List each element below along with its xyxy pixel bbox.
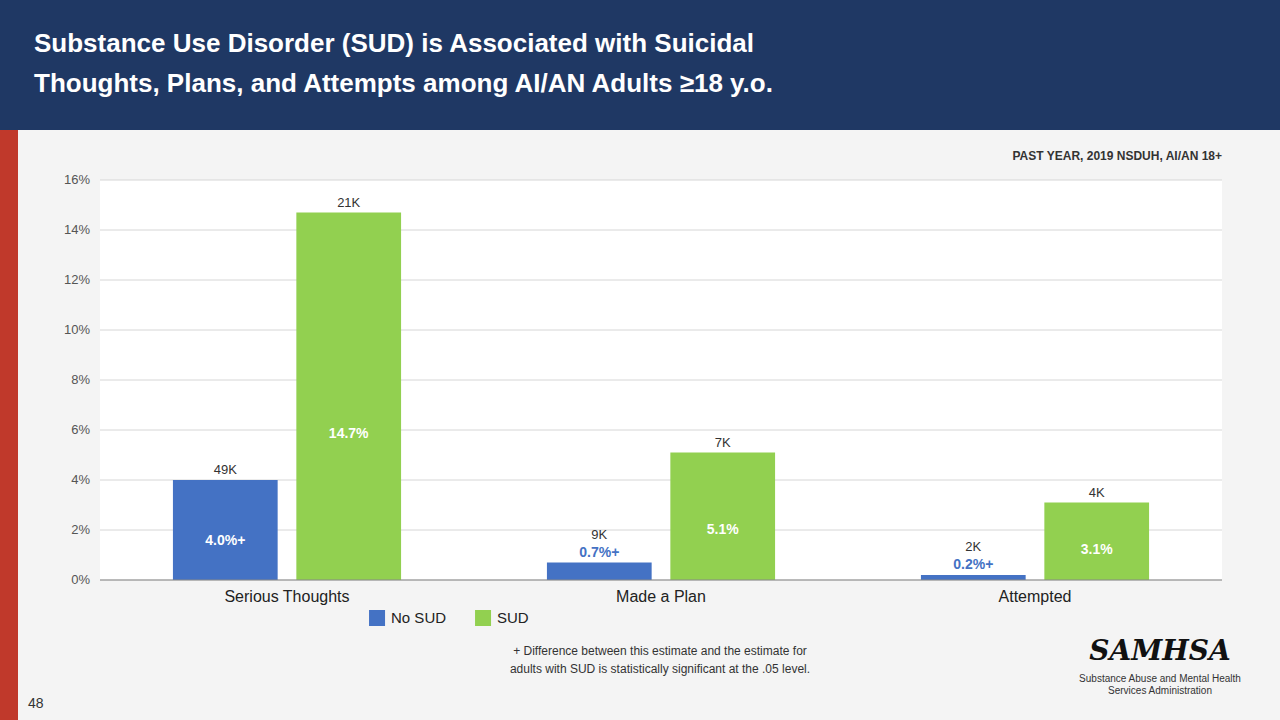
grid-line — [100, 180, 1222, 181]
bar — [1044, 503, 1149, 581]
legend-swatch — [475, 610, 491, 626]
text-line: Thoughts, Plans, and Attempts among AI/A… — [34, 68, 773, 98]
grid-line — [100, 280, 1222, 281]
value-label: 0.7%+ — [579, 544, 619, 560]
plot-background — [100, 180, 1222, 580]
legend: No SUD SUD — [369, 609, 529, 626]
y-tick-label: 10% — [64, 322, 90, 337]
page-number: 48 — [28, 695, 44, 711]
count-label: 49K — [214, 462, 237, 477]
x-tick-label: Attempted — [999, 588, 1072, 605]
legend-swatch — [369, 610, 385, 626]
title-banner — [0, 0, 1280, 130]
legend-label: SUD — [497, 609, 529, 626]
y-tick-label: 0% — [71, 572, 90, 587]
grid-line — [100, 580, 1222, 581]
title: Substance Use Disorder (SUD) is Associat… — [34, 28, 773, 98]
y-tick-label: 6% — [71, 422, 90, 437]
bars — [173, 213, 1149, 581]
grid-line — [100, 430, 1222, 431]
value-label: 4.0%+ — [205, 532, 245, 548]
bar — [921, 575, 1026, 580]
bar — [173, 480, 278, 580]
footnote: adults with SUD is statistically signifi… — [510, 662, 810, 676]
text-line: Services Administration — [1108, 685, 1212, 696]
count-label: 2K — [965, 539, 981, 554]
bar — [670, 453, 775, 581]
y-tick-label: 16% — [64, 172, 90, 187]
value-label: 14.7% — [329, 425, 369, 441]
text-line: Substance Use Disorder (SUD) is Associat… — [34, 28, 754, 58]
y-tick-label: 14% — [64, 222, 90, 237]
value-label: 5.1% — [707, 521, 739, 537]
y-tick-label: 12% — [64, 272, 90, 287]
count-label: 7K — [715, 435, 731, 450]
count-label: 4K — [1089, 485, 1105, 500]
logo-subtext: Substance Abuse and Mental HealthService… — [1079, 673, 1241, 696]
grid — [100, 180, 1222, 580]
count-label: 21K — [337, 195, 360, 210]
x-tick-label: Made a Plan — [616, 588, 706, 605]
logo-text: SAMHSA — [1089, 634, 1230, 667]
side-stripe — [0, 130, 18, 720]
count-label: 9K — [591, 527, 607, 542]
footnote: + Difference between this estimate and t… — [513, 644, 807, 658]
background — [0, 0, 1280, 720]
grid-line — [100, 330, 1222, 331]
bar — [296, 213, 401, 581]
grid-line — [100, 380, 1222, 381]
y-tick-label: 8% — [71, 372, 90, 387]
value-label: 0.2%+ — [953, 556, 993, 572]
y-tick-label: 4% — [71, 472, 90, 487]
subtitle: PAST YEAR, 2019 NSDUH, AI/AN 18+ — [1012, 149, 1222, 163]
bar — [547, 563, 652, 581]
text-line: Substance Abuse and Mental Health — [1079, 673, 1241, 684]
x-axis — [100, 580, 1222, 581]
legend-label: No SUD — [391, 609, 446, 626]
x-tick-label: Serious Thoughts — [224, 588, 349, 605]
y-tick-label: 2% — [71, 522, 90, 537]
labels: 4.0%+ 49K 0.7%+ 9K 0.2%+ 2K 14.7% 21K 5.1% 7K 3.1%… — [205, 195, 1113, 573]
chart-root: Substance Use Disorder (SUD) is Associat… — [0, 0, 1280, 720]
grid-line — [100, 230, 1222, 231]
value-label: 3.1% — [1081, 541, 1113, 557]
